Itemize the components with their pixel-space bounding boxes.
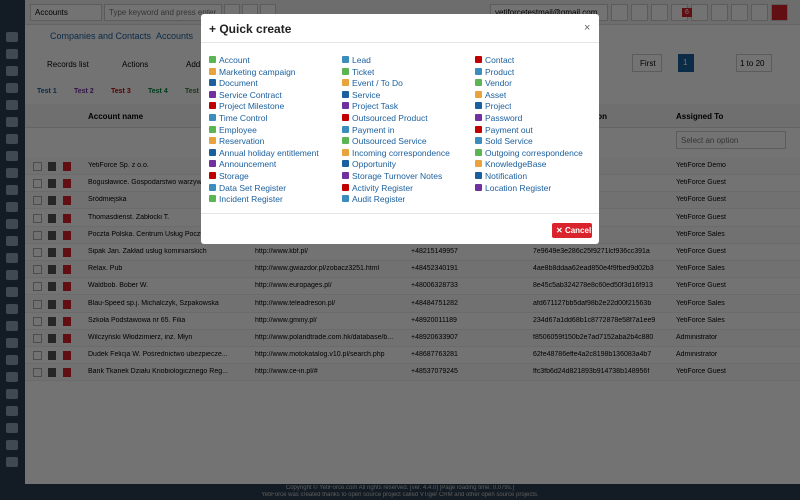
quick-create-link[interactable]: Activity Register — [352, 182, 413, 193]
quick-create-link[interactable]: Vendor — [485, 78, 512, 89]
module-icon — [475, 172, 482, 179]
quick-create-link[interactable]: Incident Register — [219, 194, 283, 205]
module-icon — [209, 160, 216, 168]
modal-divider — [201, 213, 599, 214]
quick-create-modal: + Quick create × Account Marketing campaign… — [201, 14, 599, 244]
quick-create-link[interactable]: Payment out — [485, 124, 533, 135]
module-icon — [475, 160, 482, 168]
module-icon — [342, 183, 349, 191]
quick-create-link[interactable]: Project Milestone — [219, 101, 285, 112]
module-icon — [209, 67, 216, 75]
quick-create-link[interactable]: Announcement — [219, 159, 277, 170]
quick-create-link[interactable]: Outsourced Service — [352, 136, 427, 147]
quick-create-link[interactable]: Lead — [352, 55, 371, 65]
quick-create-link[interactable]: Project Task — [352, 101, 399, 112]
quick-create-link[interactable]: Annual holiday entitlement — [219, 147, 319, 158]
module-icon — [342, 102, 349, 110]
module-icon — [342, 160, 349, 168]
module-icon — [342, 79, 349, 87]
module-icon — [475, 183, 482, 191]
quick-create-link[interactable]: Marketing campaign — [219, 66, 296, 77]
module-icon — [475, 114, 482, 121]
module-icon — [209, 172, 216, 179]
module-icon — [342, 172, 349, 179]
module-icon — [209, 195, 216, 203]
module-icon — [342, 67, 349, 75]
module-icon — [209, 102, 216, 110]
module-icon — [475, 137, 482, 145]
quick-create-link[interactable]: Storage Turnover Notes — [352, 171, 443, 181]
quick-create-link[interactable]: Payment in — [352, 124, 395, 135]
module-icon — [209, 114, 216, 121]
module-icon — [475, 148, 482, 156]
module-icon — [342, 195, 349, 203]
module-icon — [342, 148, 349, 156]
quick-create-link[interactable]: Sold Service — [485, 136, 533, 147]
quick-create-link[interactable]: Storage — [219, 171, 249, 181]
quick-create-link[interactable]: Document — [219, 78, 258, 89]
quick-create-link[interactable]: Contact — [485, 55, 515, 65]
quick-create-link[interactable]: Outsourced Product — [352, 113, 428, 123]
quick-create-link[interactable]: Account — [219, 55, 250, 65]
module-icon — [475, 67, 482, 75]
quick-create-link[interactable]: Reservation — [219, 136, 265, 147]
cancel-button[interactable]: ✕ Cancel — [552, 223, 592, 238]
quick-create-link[interactable]: Service — [352, 89, 381, 100]
module-icon — [209, 137, 216, 145]
modal-close[interactable]: × — [584, 22, 591, 34]
quick-create-link[interactable]: Audit Register — [352, 194, 406, 205]
modal-title: + Quick create — [209, 22, 292, 36]
quick-create-link[interactable]: Password — [485, 113, 523, 123]
quick-create-link[interactable]: Outgoing correspondence — [485, 147, 583, 158]
module-icon — [475, 90, 482, 98]
module-icon — [342, 114, 349, 121]
quick-create-link[interactable]: Event / To Do — [352, 78, 403, 89]
module-icon — [209, 79, 216, 87]
module-icon — [209, 56, 216, 63]
quick-create-link[interactable]: KnowledgeBase — [485, 159, 547, 170]
quick-create-link[interactable]: Data Set Register — [219, 182, 287, 193]
module-icon — [209, 125, 216, 133]
quick-create-link[interactable]: Opportunity — [352, 159, 396, 170]
module-icon — [209, 183, 216, 191]
module-icon — [475, 79, 482, 87]
modal-divider — [201, 42, 599, 43]
module-icon — [475, 56, 482, 63]
module-icon — [342, 90, 349, 98]
quick-create-link[interactable]: Notification — [485, 171, 528, 181]
quick-create-link[interactable]: Service Contract — [219, 89, 282, 100]
module-icon — [342, 125, 349, 133]
module-icon — [475, 125, 482, 133]
module-icon — [209, 90, 216, 98]
module-icon — [342, 56, 349, 63]
quick-create-link[interactable]: Location Register — [485, 182, 552, 193]
module-icon — [342, 137, 349, 145]
quick-create-link[interactable]: Project — [485, 101, 512, 112]
quick-create-link[interactable]: Employee — [219, 124, 257, 135]
quick-create-link[interactable]: Asset — [485, 89, 507, 100]
quick-create-link[interactable]: Incoming correspondence — [352, 147, 450, 158]
quick-create-link[interactable]: Product — [485, 66, 515, 77]
module-icon — [475, 102, 482, 110]
cancel-label: Cancel — [564, 226, 592, 235]
module-icon — [209, 148, 216, 156]
quick-create-link[interactable]: Ticket — [352, 66, 375, 77]
quick-create-link[interactable]: Time Control — [219, 113, 268, 123]
